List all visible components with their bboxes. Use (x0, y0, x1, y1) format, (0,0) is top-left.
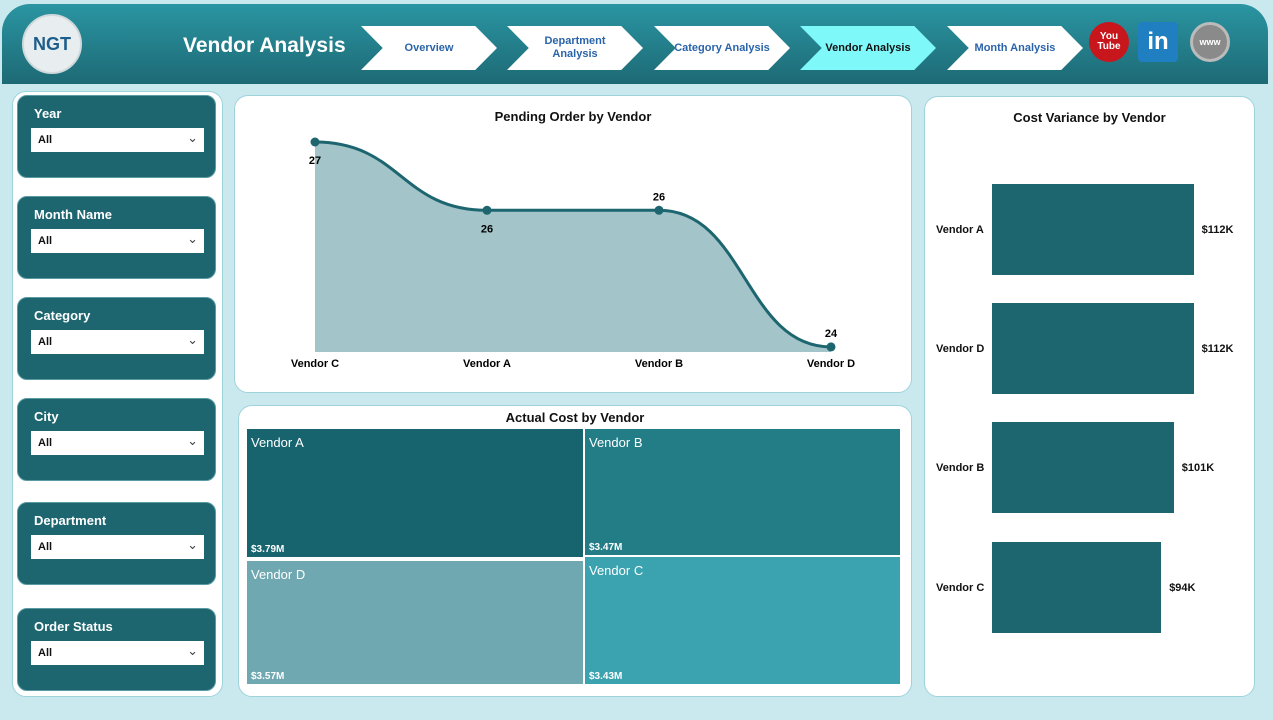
dropdown-value: All (38, 647, 53, 659)
filter-label: Department (34, 513, 107, 528)
data-label: 24 (825, 328, 838, 340)
chevron-down-icon: ⌄ (187, 130, 198, 145)
tile-value: $3.79M (251, 544, 285, 555)
filter-city: City All ⌄ (17, 398, 216, 481)
chevron-down-icon: ⌄ (187, 332, 198, 347)
chevron-down-icon: ⌄ (187, 643, 198, 658)
treemap-tile[interactable]: Vendor B $3.47M (585, 429, 900, 555)
data-point[interactable] (482, 205, 492, 215)
filter-year: Year All ⌄ (17, 95, 216, 178)
treemap-tile[interactable]: Vendor D $3.57M (247, 561, 583, 684)
y-tick-label: Vendor D (936, 343, 985, 355)
filter-department: Department All ⌄ (17, 502, 216, 585)
department-dropdown[interactable]: All ⌄ (31, 535, 204, 559)
filter-label: City (34, 409, 59, 424)
data-label: 26 (653, 191, 665, 203)
bar[interactable] (992, 542, 1162, 633)
y-tick-label: Vendor B (936, 462, 985, 474)
data-label: $94K (1169, 582, 1196, 594)
tile-name: Vendor C (589, 563, 644, 578)
treemap-tile[interactable]: Vendor A $3.79M (247, 429, 583, 557)
dropdown-value: All (38, 235, 53, 247)
y-tick-label: Vendor A (936, 224, 984, 236)
treemap-tile[interactable]: Vendor C $3.43M (585, 557, 900, 684)
year-dropdown[interactable]: All ⌄ (31, 128, 204, 152)
tile-value: $3.43M (589, 671, 623, 682)
filter-month-name: Month Name All ⌄ (17, 196, 216, 279)
dropdown-value: All (38, 541, 53, 553)
tile-value: $3.57M (251, 671, 285, 682)
data-label: $101K (1181, 462, 1215, 474)
pending-order-title: Pending Order by Vendor (494, 109, 652, 124)
bar[interactable] (992, 303, 1194, 394)
filter-label: Category (34, 308, 91, 323)
month-name-dropdown[interactable]: All ⌄ (31, 229, 204, 253)
city-dropdown[interactable]: All ⌄ (31, 431, 204, 455)
x-tick-label: Vendor C (291, 358, 339, 370)
filter-label: Year (34, 106, 62, 121)
cost-variance-title: Cost Variance by Vendor (1013, 110, 1166, 125)
page-title: Vendor Analysis (183, 34, 346, 57)
filter-category: Category All ⌄ (17, 297, 216, 380)
x-tick-label: Vendor A (463, 358, 511, 370)
data-point[interactable] (310, 137, 320, 147)
dropdown-value: All (38, 134, 53, 146)
nav-category-analysis[interactable]: Category Analysis (654, 26, 790, 70)
tile-name: Vendor A (251, 435, 304, 450)
tile-name: Vendor D (251, 567, 306, 582)
nav-department-analysis[interactable]: Department Analysis (507, 26, 643, 70)
tile-value: $3.47M (589, 542, 623, 553)
dropdown-value: All (38, 437, 53, 449)
ngt-logo: NGT (22, 14, 82, 74)
globe-icon[interactable]: www (1190, 22, 1230, 62)
data-label: 26 (481, 223, 493, 235)
filter-label: Order Status (34, 619, 113, 634)
bar[interactable] (992, 422, 1174, 513)
x-tick-label: Vendor D (807, 358, 855, 370)
area-fill (315, 142, 831, 352)
filter-panel (12, 91, 223, 697)
order-status-dropdown[interactable]: All ⌄ (31, 641, 204, 665)
series-line (314, 140, 832, 349)
data-label: $112K (1201, 343, 1234, 355)
category-dropdown[interactable]: All ⌄ (31, 330, 204, 354)
nav-month-analysis[interactable]: Month Analysis (947, 26, 1083, 70)
filter-order-status: Order Status All ⌄ (17, 608, 216, 691)
nav-overview[interactable]: Overview (361, 26, 497, 70)
chevron-down-icon: ⌄ (187, 231, 198, 246)
x-tick-label: Vendor B (635, 358, 683, 370)
data-point[interactable] (826, 342, 836, 352)
dropdown-value: All (38, 336, 53, 348)
chevron-down-icon: ⌄ (187, 433, 198, 448)
data-point[interactable] (654, 205, 664, 215)
data-label: 27 (309, 155, 321, 167)
data-label: $112K (1201, 224, 1234, 236)
nav-vendor-analysis[interactable]: Vendor Analysis (800, 26, 936, 70)
tile-name: Vendor B (589, 435, 643, 450)
y-tick-label: Vendor C (936, 582, 985, 594)
actual-cost-title: Actual Cost by Vendor (505, 410, 645, 425)
bar[interactable] (992, 184, 1194, 275)
filter-label: Month Name (34, 207, 112, 222)
youtube-icon[interactable]: You Tube (1089, 22, 1129, 62)
chevron-down-icon: ⌄ (187, 537, 198, 552)
logo-text: NGT (33, 33, 71, 54)
linkedin-icon[interactable]: in (1138, 22, 1178, 62)
